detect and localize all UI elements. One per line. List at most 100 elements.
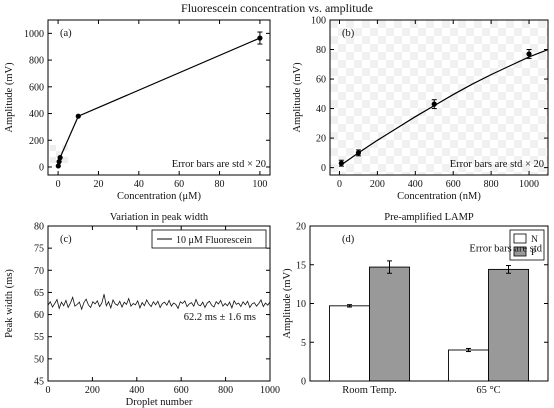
background-pattern-b xyxy=(474,68,482,76)
background-pattern-b xyxy=(338,108,346,116)
background-pattern-b xyxy=(506,148,514,156)
background-pattern-b xyxy=(410,68,418,76)
y-axis-label-a: Amplitude (mV) xyxy=(4,62,15,133)
background-pattern-b xyxy=(474,100,482,108)
background-pattern-b xyxy=(418,28,426,36)
background-pattern-b xyxy=(538,148,546,156)
background-pattern-b xyxy=(466,108,474,116)
x-axis-label-c: Droplet number xyxy=(126,397,193,408)
background-pattern-b xyxy=(506,100,514,108)
data-point-a xyxy=(75,113,81,119)
background-pattern-b xyxy=(514,172,522,175)
background-pattern-b xyxy=(370,44,378,52)
background-pattern-b xyxy=(514,124,522,132)
data-point-a xyxy=(57,155,63,161)
background-pattern-b xyxy=(482,92,490,100)
background-pattern-b xyxy=(458,68,466,76)
x-tick-label-a: 60 xyxy=(174,179,184,190)
background-pattern-b xyxy=(330,52,338,60)
background-pattern-b xyxy=(514,60,522,68)
background-pattern-b xyxy=(434,172,442,175)
background-pattern-b xyxy=(418,76,426,84)
y-tick-label-c: 80 xyxy=(34,222,44,233)
annotation-a: Error bars are std × 20 xyxy=(172,159,266,170)
background-pattern-b xyxy=(402,28,410,36)
background-pattern-b xyxy=(338,172,346,175)
y-axis-label-c: Peak width (ms) xyxy=(4,269,15,338)
background-pattern-b xyxy=(402,92,410,100)
y-tick-label-c: 50 xyxy=(34,354,44,365)
background-pattern-b xyxy=(530,172,538,175)
background-pattern-b xyxy=(538,84,546,92)
background-pattern-b xyxy=(474,148,482,156)
background-pattern-b xyxy=(490,36,498,44)
x-tick-label-c: 800 xyxy=(218,385,233,396)
background-pattern-b xyxy=(450,76,458,84)
annotation-b: Error bars are std × 20 xyxy=(450,159,544,170)
background-pattern-b xyxy=(506,116,514,124)
background-pattern-b xyxy=(346,52,354,60)
background-pattern-b xyxy=(338,44,346,52)
background-pattern-b xyxy=(402,140,410,148)
background-pattern-b xyxy=(362,148,370,156)
y-tick-label-d: 5 xyxy=(301,338,306,349)
background-pattern-b xyxy=(362,100,370,108)
background-pattern-b xyxy=(514,156,522,164)
background-pattern-b xyxy=(514,44,522,52)
plot-frame-b xyxy=(329,19,549,176)
panel-label-a: (a) xyxy=(60,28,72,39)
y-tick-label-c: 65 xyxy=(34,288,44,299)
background-pattern-b xyxy=(474,164,482,172)
x-tick-label-c: 1000 xyxy=(260,385,280,396)
background-pattern-b xyxy=(490,52,498,60)
background-pattern-b xyxy=(522,84,530,92)
x-axis-label-a: Concentration (μM) xyxy=(117,191,202,202)
background-pattern-b xyxy=(482,108,490,116)
background-pattern-b xyxy=(490,100,498,108)
background-pattern-b xyxy=(474,20,482,28)
y-tick-label-a: 200 xyxy=(29,136,44,147)
background-pattern-b xyxy=(330,148,338,156)
background-pattern-b xyxy=(482,44,490,52)
panel-label-d: (d) xyxy=(342,234,355,245)
y-tick-label-c: 60 xyxy=(34,310,44,321)
background-pattern-b xyxy=(394,116,402,124)
background-pattern-b xyxy=(410,20,418,28)
background-pattern-b xyxy=(498,156,506,164)
background-pattern-b xyxy=(482,172,490,175)
legend-swatch-d xyxy=(513,233,527,244)
background-pattern-b xyxy=(538,132,546,140)
background-pattern-b xyxy=(434,44,442,52)
background-pattern-b xyxy=(362,116,370,124)
background-pattern-b xyxy=(362,36,370,44)
background-pattern-b xyxy=(530,156,538,164)
background-pattern-b xyxy=(426,68,434,76)
background-pattern-b xyxy=(386,60,394,68)
background-pattern-b xyxy=(378,100,386,108)
background-pattern-b xyxy=(442,164,450,172)
background-pattern-b xyxy=(410,164,418,172)
background-pattern-b xyxy=(466,124,474,132)
background-pattern-b xyxy=(546,92,548,100)
background-pattern-b xyxy=(498,140,506,148)
background-pattern-b xyxy=(450,108,458,116)
background-pattern-b xyxy=(530,44,538,52)
background-pattern-b xyxy=(362,84,370,92)
background-pattern-b xyxy=(394,132,402,140)
background-pattern-b xyxy=(522,68,530,76)
background-pattern-b xyxy=(394,84,402,92)
background-pattern-b xyxy=(522,164,530,172)
background-pattern-b xyxy=(330,20,338,28)
y-axis-label-b: Amplitude (mV) xyxy=(292,62,303,133)
background-pattern-b xyxy=(490,84,498,92)
background-pattern-b xyxy=(370,140,378,148)
y-tick-label-a: 600 xyxy=(29,82,44,93)
series-line-c xyxy=(47,294,271,311)
y-tick-label-c: 70 xyxy=(34,266,44,277)
x-tick-label-c: 600 xyxy=(174,385,189,396)
y-tick-label-d: 0 xyxy=(301,377,306,388)
background-pattern-b xyxy=(450,92,458,100)
y-axis-label-d: Amplitude (mV) xyxy=(282,268,293,339)
background-pattern-b xyxy=(402,108,410,116)
background-pattern-b xyxy=(354,60,362,68)
